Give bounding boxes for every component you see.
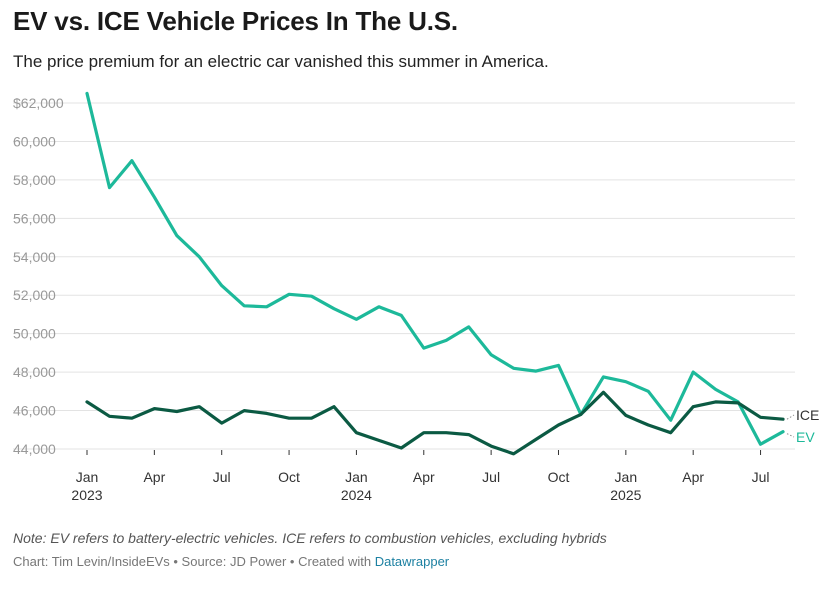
series-line-ev xyxy=(85,91,785,446)
ev-series-label: EV xyxy=(796,429,815,445)
x-tick-label: Apr xyxy=(413,469,435,485)
series-labels: ICE EV xyxy=(786,407,819,445)
ice-label-leader xyxy=(786,414,795,420)
x-tick-label: Jul xyxy=(752,469,770,485)
chart-credits: Chart: Tim Levin/InsideEVs • Source: JD … xyxy=(13,554,449,569)
y-tick-label: 44,000 xyxy=(13,441,56,457)
grid-lines xyxy=(13,102,795,450)
x-tick-label: Jan xyxy=(615,469,638,485)
y-tick-label: 56,000 xyxy=(13,210,56,226)
y-tick-label: 58,000 xyxy=(13,172,56,188)
credit-text: Chart: Tim Levin/InsideEVs • Source: JD … xyxy=(13,554,375,569)
datawrapper-link[interactable]: Datawrapper xyxy=(374,554,450,569)
x-tick-year-label: 2023 xyxy=(71,487,102,503)
x-tick-label: Jan xyxy=(76,469,99,485)
series-lines xyxy=(85,91,785,456)
x-tick-year-label: 2025 xyxy=(610,487,641,503)
series-line-ice xyxy=(85,390,785,456)
x-tick-label: Jul xyxy=(213,469,231,485)
x-tick-label: Oct xyxy=(548,469,570,485)
x-axis: Jan 2023 Apr Jul Oct Jan 2024 Apr Jul Oct Jan 2025 A… xyxy=(71,450,770,503)
chart-note: Note: EV refers to battery-electric vehi… xyxy=(13,530,607,546)
chart-subtitle: The price premium for an electric car va… xyxy=(13,52,549,71)
x-tick-label: Apr xyxy=(682,469,704,485)
ice-series-label: ICE xyxy=(796,407,819,423)
y-tick-label: 48,000 xyxy=(13,364,56,380)
x-tick-label: Jul xyxy=(482,469,500,485)
chart-title: EV vs. ICE Vehicle Prices In The U.S. xyxy=(13,6,458,36)
y-tick-label: 54,000 xyxy=(13,249,56,265)
y-tick-label: $62,000 xyxy=(13,95,64,111)
x-tick-label: Jan xyxy=(345,469,368,485)
y-tick-label: 46,000 xyxy=(13,403,56,419)
ev-label-leader xyxy=(786,433,795,438)
x-tick-label: Apr xyxy=(143,469,165,485)
y-axis: 44,000 46,000 48,000 50,000 52,000 54,000 56,0… xyxy=(13,95,64,457)
y-tick-label: 50,000 xyxy=(13,326,56,342)
x-tick-label: Oct xyxy=(278,469,300,485)
x-tick-year-label: 2024 xyxy=(341,487,372,503)
y-tick-label: 60,000 xyxy=(13,133,56,149)
y-tick-label: 52,000 xyxy=(13,287,56,303)
